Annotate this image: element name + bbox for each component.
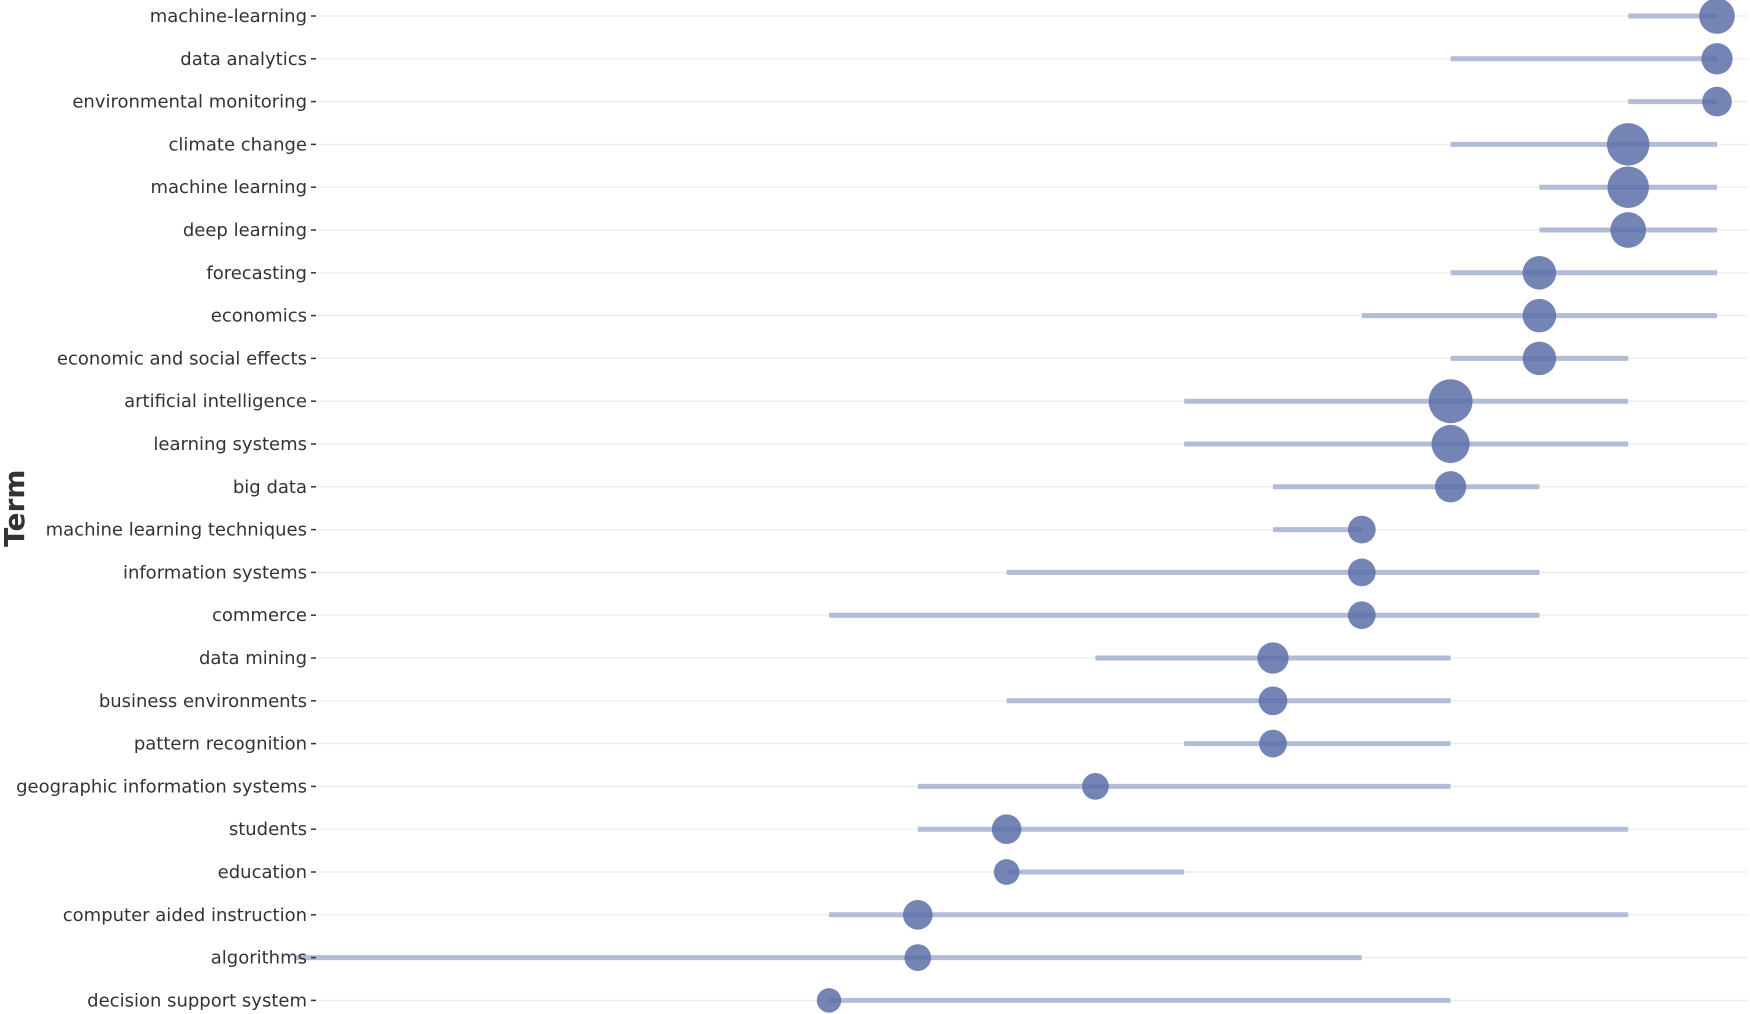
point-students[interactable]	[991, 814, 1022, 845]
y-tick-label-pattern-recognition: pattern recognition	[134, 734, 307, 755]
y-tick-label-commerce: commerce	[212, 605, 307, 626]
y-tick-label-forecasting: forecasting	[206, 263, 307, 284]
point-commerce[interactable]	[1347, 601, 1376, 630]
point-decision-support-system[interactable]	[816, 988, 842, 1013]
point-algorithms[interactable]	[904, 944, 932, 971]
point-computer-aided-instruction[interactable]	[902, 899, 933, 930]
y-tick-label-climate-change: climate change	[168, 134, 307, 155]
y-tick-label-students: students	[229, 819, 307, 840]
point-geographic-information-systems[interactable]	[1082, 773, 1109, 800]
y-tick-label-economic-and-social-effects: economic and social effects	[57, 348, 307, 369]
grid-lines	[318, 15, 1748, 1002]
point-deep-learning[interactable]	[1610, 212, 1647, 248]
y-axis-tick-labels: machine-learning data analytics environmen…	[16, 6, 307, 1011]
median-points	[816, 0, 1735, 1013]
point-forecasting[interactable]	[1522, 256, 1557, 290]
y-axis-ticks	[311, 15, 316, 1002]
point-machine-learning[interactable]	[1699, 0, 1735, 34]
point-education[interactable]	[993, 859, 1020, 885]
y-tick-label-economics: economics	[211, 306, 307, 327]
point-data-mining[interactable]	[1257, 642, 1289, 674]
point-economic-and-social-effects[interactable]	[1522, 341, 1557, 376]
y-tick-label-information-systems: information systems	[123, 562, 307, 583]
y-tick-label-machine-learning: machine learning	[150, 177, 307, 198]
y-tick-label-big-data: big data	[233, 477, 307, 498]
y-tick-label-education: education	[218, 862, 307, 883]
point-information-systems[interactable]	[1347, 558, 1376, 587]
y-axis-title: Term	[0, 470, 31, 547]
point-learning-systems[interactable]	[1431, 424, 1470, 464]
y-tick-label-machine-learning-techniques: machine learning techniques	[46, 520, 307, 541]
y-tick-label-deep-learning: deep learning	[183, 220, 307, 241]
y-tick-label-learning-systems: learning systems	[153, 434, 307, 455]
point-machine-learning[interactable]	[1607, 166, 1649, 208]
point-data-analytics[interactable]	[1701, 43, 1733, 75]
y-tick-label-machine-learning: machine-learning	[150, 6, 307, 27]
point-artificial-intelligence[interactable]	[1428, 379, 1473, 424]
y-tick-label-data-analytics: data analytics	[180, 49, 307, 70]
y-tick-label-environmental-monitoring: environmental monitoring	[72, 92, 307, 113]
point-economics[interactable]	[1522, 298, 1557, 333]
y-tick-label-business-environments: business environments	[99, 691, 307, 712]
point-machine-learning-techniques[interactable]	[1347, 515, 1376, 544]
year-range-lines	[296, 13, 1717, 1003]
y-tick-label-data-mining: data mining	[199, 648, 307, 669]
point-climate-change[interactable]	[1606, 123, 1650, 166]
point-pattern-recognition[interactable]	[1259, 729, 1287, 758]
y-tick-label-algorithms: algorithms	[211, 948, 307, 969]
y-tick-label-computer-aided-instruction: computer aided instruction	[63, 905, 307, 926]
point-business-environments[interactable]	[1258, 686, 1288, 716]
point-big-data[interactable]	[1434, 471, 1467, 503]
y-tick-label-artificial-intelligence: artificial intelligence	[124, 391, 307, 412]
y-tick-label-geographic-information-systems: geographic information systems	[16, 776, 307, 797]
y-tick-label-decision-support-system: decision support system	[87, 990, 307, 1011]
point-environmental-monitoring[interactable]	[1702, 86, 1732, 117]
